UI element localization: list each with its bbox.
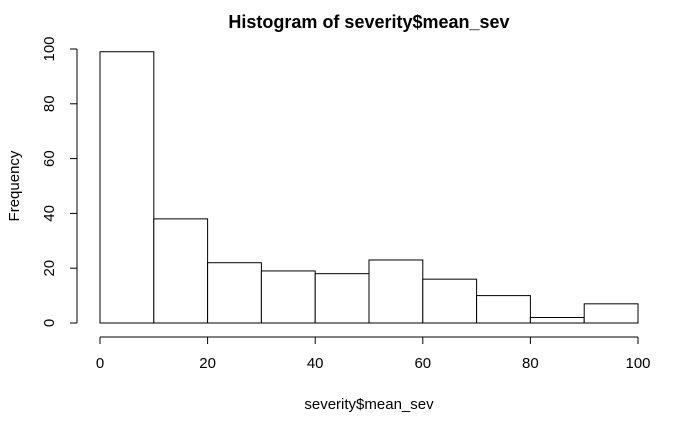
- x-axis-title: severity$mean_sev: [304, 396, 434, 413]
- histogram-bar-4: [314, 273, 370, 324]
- histogram-bar-0: [99, 51, 155, 324]
- x-tick-label-2: 40: [307, 355, 324, 372]
- histogram-bar-9: [583, 303, 639, 324]
- histogram-bar-8: [529, 317, 585, 324]
- chart-title: Histogram of severity$mean_sev: [228, 12, 509, 32]
- y-tick-label-5: 100: [41, 36, 58, 61]
- bars-group: [99, 51, 639, 324]
- y-tick-label-1: 20: [41, 260, 58, 277]
- x-tick-label-3: 60: [414, 355, 431, 372]
- y-tick-label-4: 80: [41, 95, 58, 112]
- y-tick-label-0: 0: [41, 319, 58, 327]
- x-tick-label-4: 80: [522, 355, 539, 372]
- y-tick-label-3: 60: [41, 150, 58, 167]
- x-tick-label-5: 100: [625, 355, 650, 372]
- histogram-bar-1: [153, 218, 209, 324]
- x-tick-label-1: 20: [199, 355, 216, 372]
- y-axis-title: Frequency: [6, 150, 23, 221]
- histogram-bar-3: [260, 270, 316, 324]
- x-tick-label-0: 0: [96, 355, 104, 372]
- histogram-bar-7: [476, 295, 531, 324]
- histogram-bar-6: [422, 278, 478, 324]
- x-axis: 0 20 40 60 80 100: [96, 336, 651, 372]
- y-axis: 0 20 40 60 80 100: [41, 36, 78, 327]
- y-tick-label-2: 40: [41, 205, 58, 222]
- histogram-bar-5: [368, 259, 424, 324]
- histogram-bar-2: [207, 262, 262, 324]
